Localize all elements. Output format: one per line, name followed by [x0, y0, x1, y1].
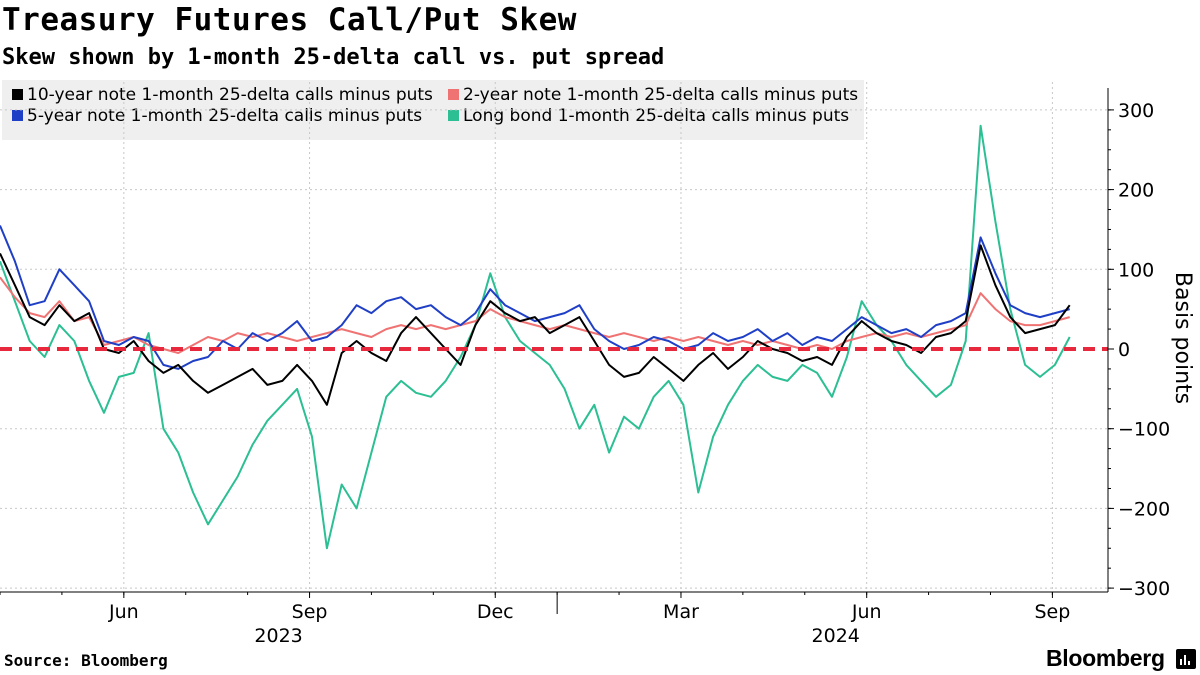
y-tick-label: −100	[1118, 419, 1170, 441]
y-tick-label: 200	[1118, 180, 1154, 202]
series-line-ten-year	[0, 244, 1071, 406]
legend-swatch-five-year	[12, 110, 23, 121]
legend-label-five-year: 5-year note 1-month 25-delta calls minus…	[27, 106, 422, 126]
legend: 10-year note 1-month 25-delta calls minu…	[12, 85, 858, 126]
year-label: 2023	[254, 625, 302, 647]
x-tick-label: Mar	[663, 601, 699, 623]
x-tick-label: Sep	[292, 601, 328, 623]
legend-swatch-ten-year	[12, 89, 23, 100]
y-tick-label: 100	[1118, 259, 1154, 281]
x-tick-label: Dec	[477, 601, 514, 623]
source-note: Source: Bloomberg	[4, 651, 168, 670]
chart-subtitle: Skew shown by 1-month 25-delta call vs. …	[2, 45, 665, 70]
bloomberg-logo: Bloomberg	[1046, 645, 1165, 671]
bloomberg-bars-icon	[1176, 649, 1196, 669]
x-tick-label: Jun	[108, 601, 139, 623]
y-tick-label: 300	[1118, 100, 1154, 122]
grid	[0, 82, 1108, 592]
chart-title: Treasury Futures Call/Put Skew	[2, 2, 577, 38]
legend-label-long-bond: Long bond 1-month 25-delta calls minus p…	[463, 106, 849, 126]
legend-label-ten-year: 10-year note 1-month 25-delta calls minu…	[27, 85, 433, 105]
legend-swatch-two-year	[448, 89, 459, 100]
legend-swatch-long-bond	[448, 110, 459, 121]
series-line-five-year	[0, 225, 1070, 370]
series-line-two-year	[0, 276, 1070, 354]
year-label: 2024	[812, 625, 860, 647]
y-tick-label: −300	[1118, 578, 1170, 600]
legend-label-two-year: 2-year note 1-month 25-delta calls minus…	[463, 85, 858, 105]
y-tick-label: 0	[1118, 339, 1130, 361]
x-tick-label: Sep	[1034, 601, 1070, 623]
y-axis-label: Basis points	[1170, 272, 1195, 404]
series-lines	[0, 124, 1108, 550]
x-tick-label: Jun	[851, 601, 882, 623]
y-axis: 300 200 100 0 −100 −200 −300	[1107, 88, 1170, 600]
y-tick-label: −200	[1118, 498, 1170, 520]
